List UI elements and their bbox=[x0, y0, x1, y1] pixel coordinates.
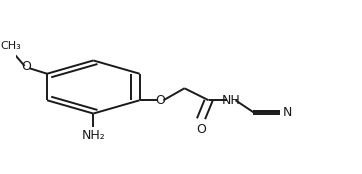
Text: O: O bbox=[196, 122, 206, 136]
Text: NH₂: NH₂ bbox=[81, 129, 105, 142]
Text: O: O bbox=[155, 94, 165, 107]
Text: O: O bbox=[21, 60, 31, 73]
Text: NH: NH bbox=[222, 94, 240, 107]
Text: N: N bbox=[283, 106, 292, 119]
Text: CH₃: CH₃ bbox=[0, 41, 21, 52]
